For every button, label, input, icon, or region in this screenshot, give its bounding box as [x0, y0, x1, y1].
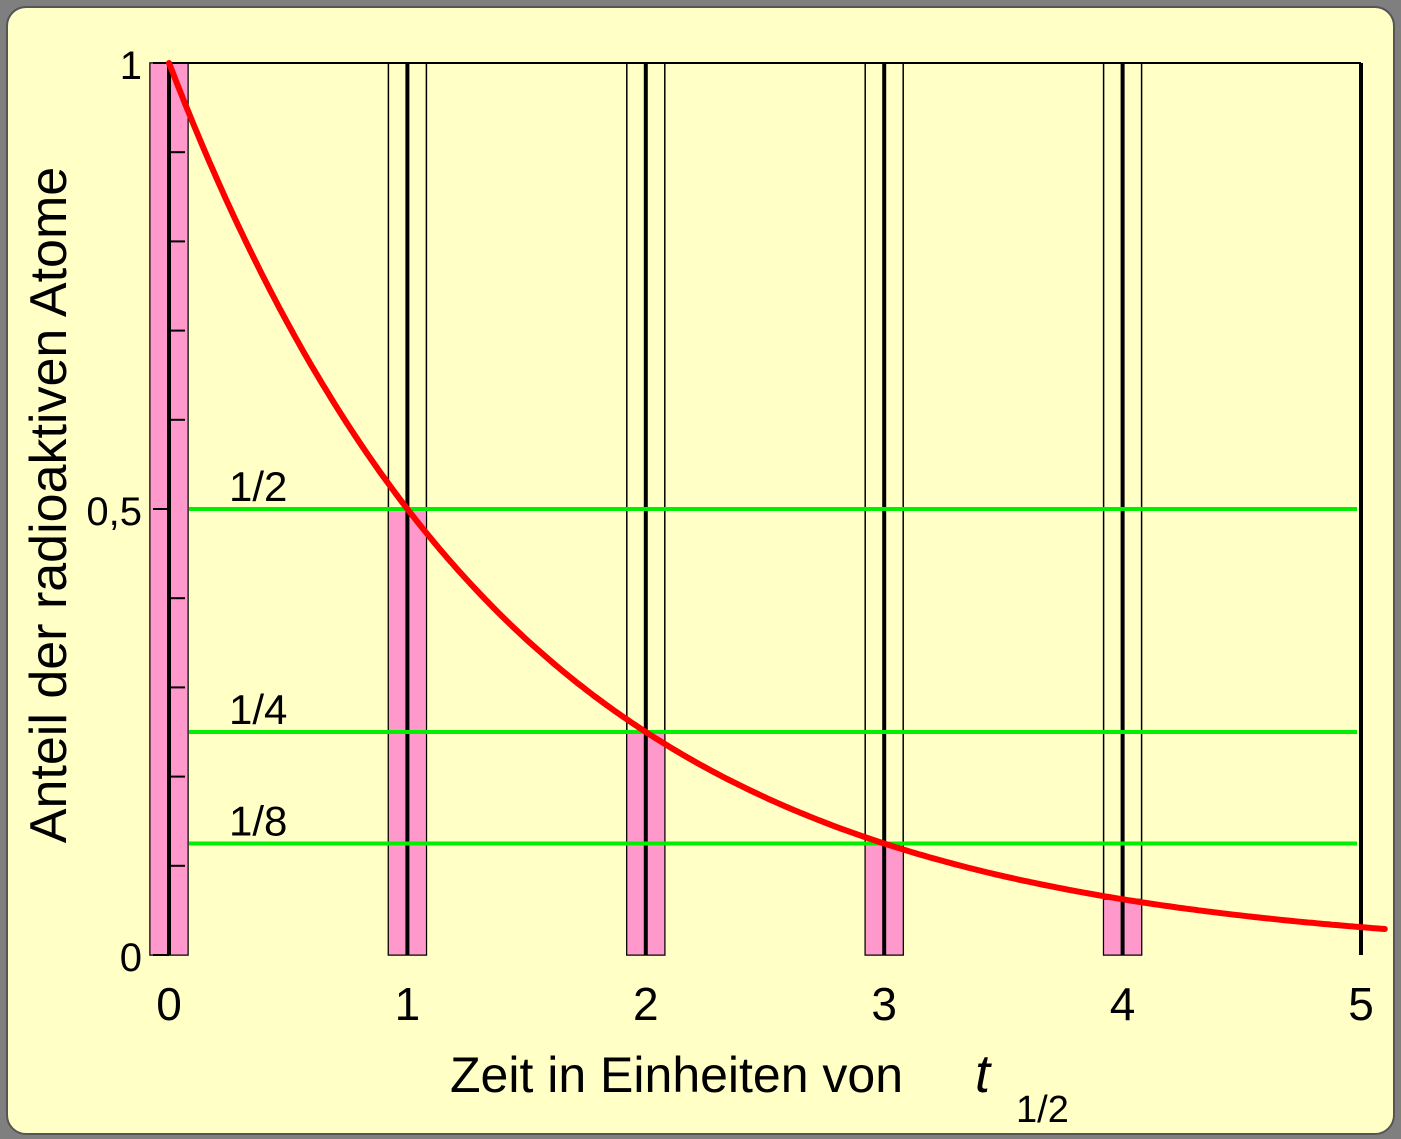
x-tick-label-4: 4	[1110, 978, 1136, 1030]
x-axis-symbol: t	[975, 1044, 992, 1104]
y-tick-label-2: 1	[120, 44, 142, 88]
reference-label-1: 1/4	[229, 686, 287, 733]
curve-group	[166, 60, 1388, 932]
labels-group: 0 1 2 3 4 5 0 0,5 1 Zeit in Einheiten von t 1/2 Ante…	[20, 44, 1374, 1131]
y-tick-label-1: 0,5	[86, 490, 142, 534]
decay-curve	[166, 60, 1388, 932]
x-axis-subscript: 1/2	[1016, 1089, 1069, 1131]
x-tick-label-1: 1	[395, 978, 421, 1030]
reference-lines-group: 1/2 1/4 1/8	[189, 463, 1357, 846]
x-tick-label-2: 2	[633, 978, 659, 1030]
x-tick-label-3: 3	[871, 978, 897, 1030]
x-tick-label-0: 0	[156, 978, 182, 1030]
y-tick-label-0: 0	[120, 936, 142, 980]
chart-panel	[6, 6, 1395, 1135]
x-tick-label-5: 5	[1348, 978, 1374, 1030]
reference-label-0: 1/2	[229, 463, 287, 510]
y-axis-label: Anteil der radioaktiven Atome	[20, 167, 78, 843]
x-axis-label: Zeit in Einheiten von	[450, 1047, 903, 1103]
reference-label-2: 1/8	[229, 798, 287, 845]
